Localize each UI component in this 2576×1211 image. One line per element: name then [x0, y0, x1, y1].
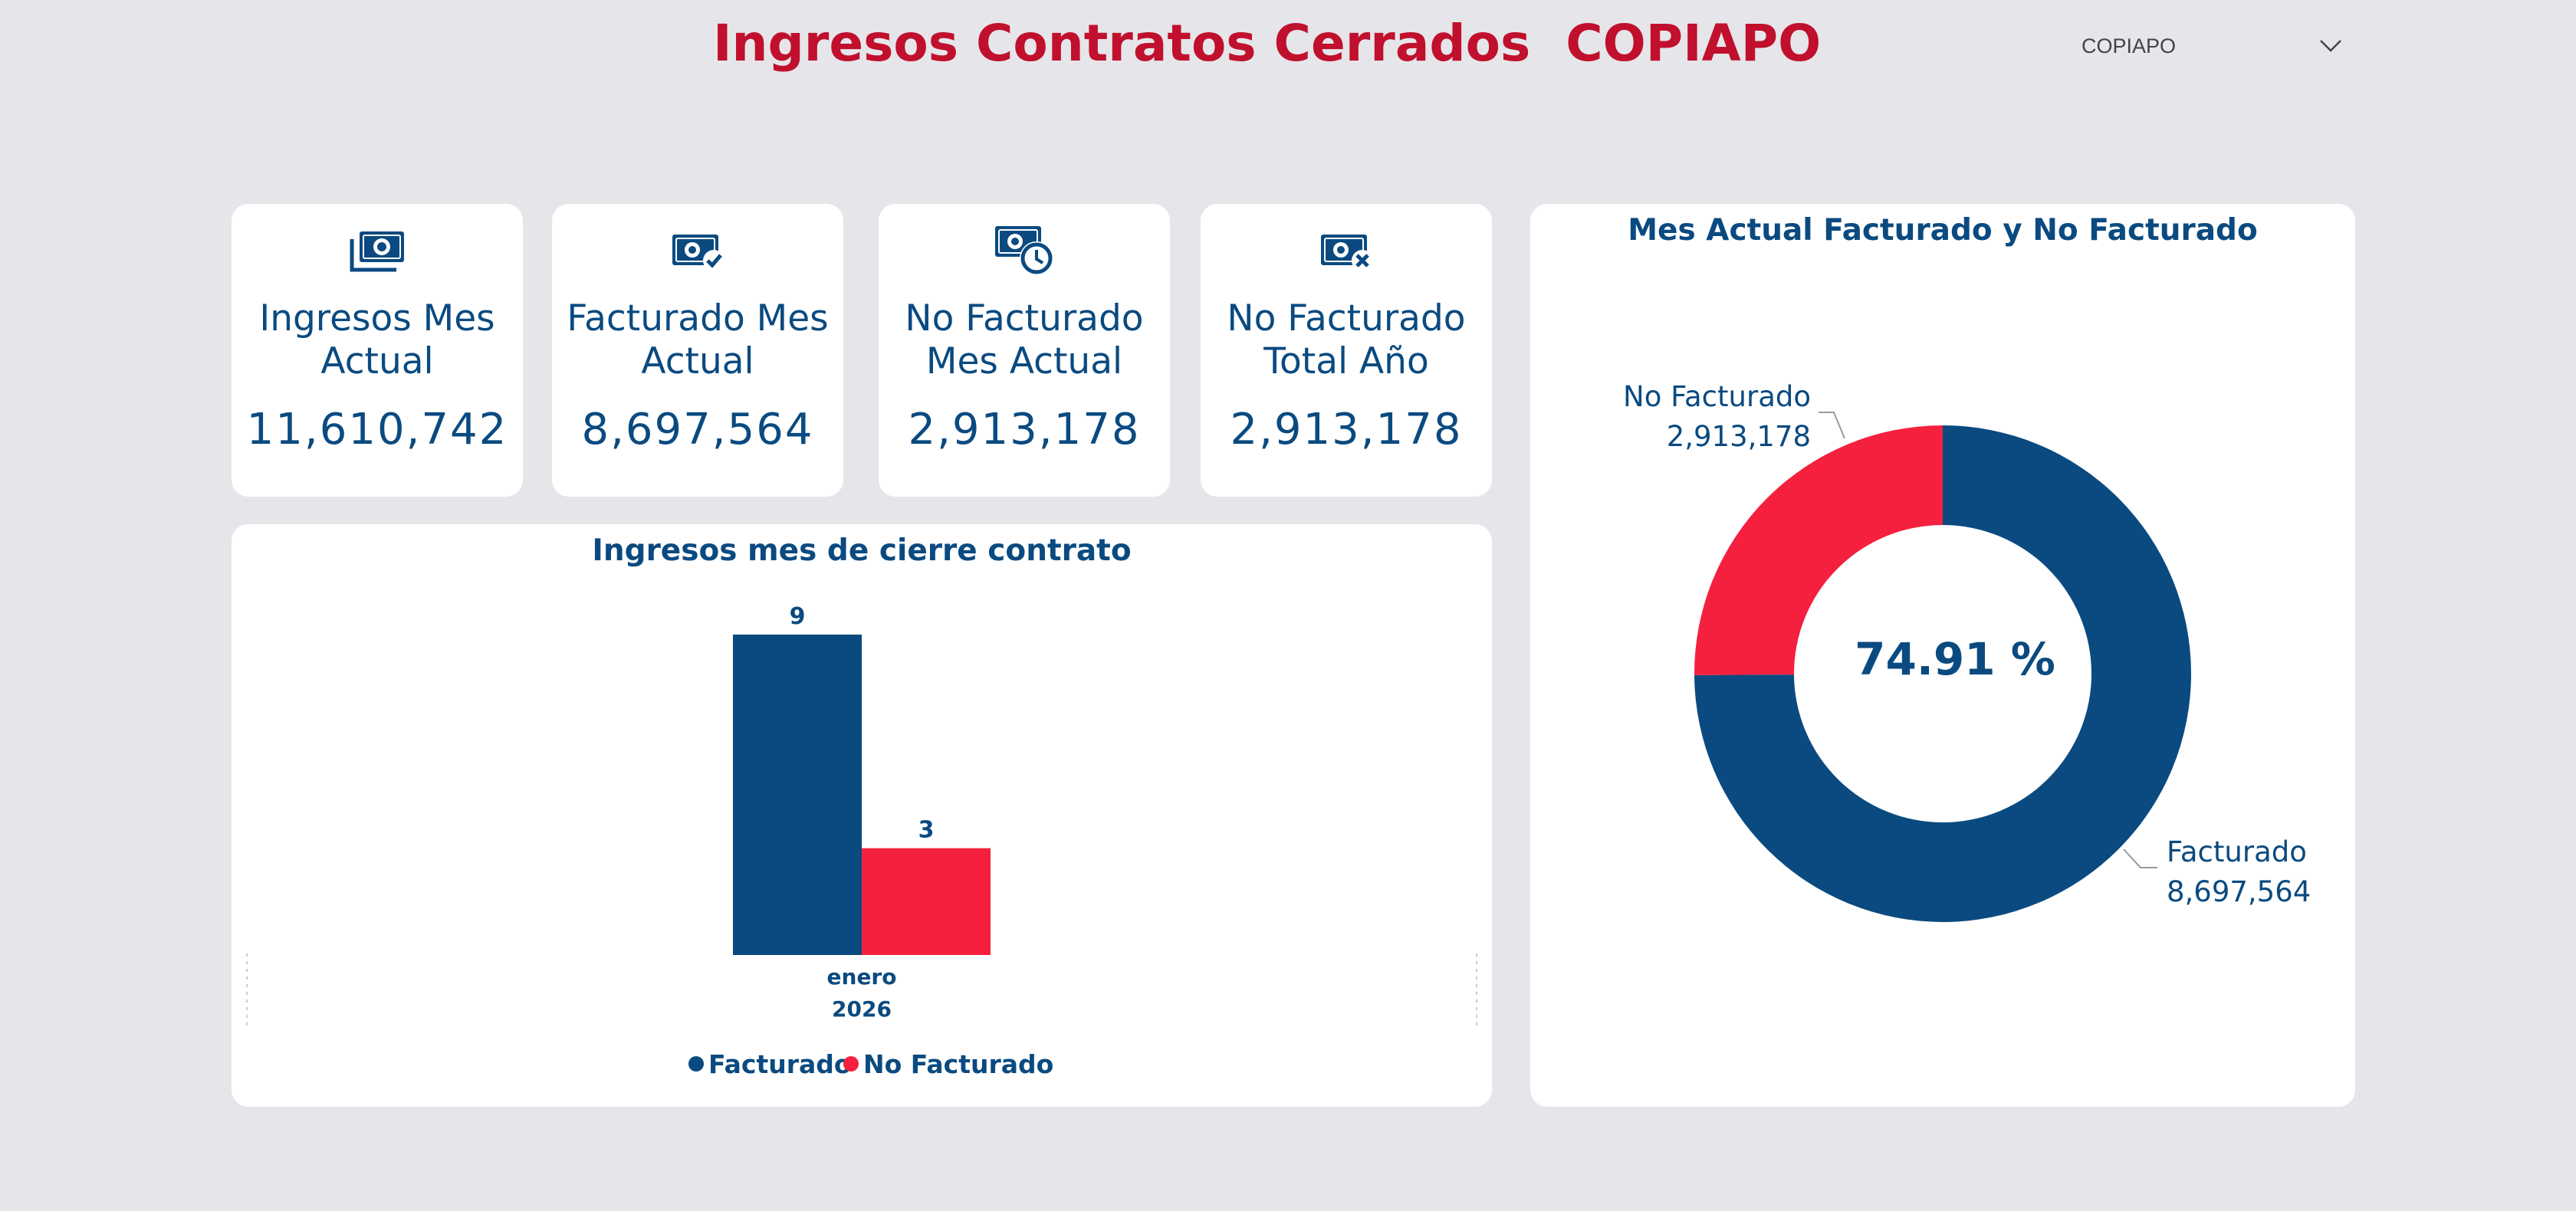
bar-chart-title: Ingresos mes de cierre contrato: [592, 533, 1132, 568]
legend-item-no-facturado[interactable]: No Facturado: [843, 1049, 1053, 1079]
slice-label-facturado-name: Facturado: [2167, 835, 2307, 868]
donut-chart-title: Mes Actual Facturado y No Facturado: [1628, 213, 2258, 248]
bar-no-facturado[interactable]: [862, 848, 991, 955]
x-tick-year: 2026: [832, 996, 892, 1022]
bar-chart-card[interactable]: Ingresos mes de cierre contrato 9 3 ener…: [232, 524, 1492, 1107]
donut-chart-card[interactable]: Mes Actual Facturado y No Facturado No F…: [1530, 204, 2355, 1107]
bar-facturado[interactable]: [733, 634, 862, 955]
kpi-value: 2,913,178: [908, 405, 1141, 455]
city-slicer-dropdown[interactable]: COPIAPO: [2082, 26, 2342, 66]
cash-x-icon: [1318, 219, 1375, 284]
slice-label-no-facturado-value: 2,913,178: [1667, 420, 1811, 453]
leader-line-facturado: [2123, 848, 2157, 868]
kpi-card-no-facturado-mes-actual[interactable]: No Facturado Mes Actual 2,913,178: [879, 204, 1170, 497]
bar-chart: 9 3 enero 2026 Facturado No Facturado: [246, 603, 1477, 1079]
kpi-card-facturado-mes-actual[interactable]: Facturado Mes Actual 8,697,564: [552, 204, 843, 497]
kpi-label: Ingresos Mes Actual: [259, 297, 495, 382]
donut-slice-facturado[interactable]: [1694, 425, 2191, 922]
slice-label-no-facturado-name: No Facturado: [1623, 380, 1811, 413]
kpi-value: 11,610,742: [246, 405, 508, 455]
kpi-card-no-facturado-total-ano[interactable]: No Facturado Total Año 2,913,178: [1201, 204, 1492, 497]
donut-center-percentage: 74.91 %: [1855, 633, 2055, 685]
cash-clock-icon: [992, 219, 1056, 284]
kpi-card-ingresos-mes-actual[interactable]: Ingresos Mes Actual 11,610,742: [232, 204, 523, 497]
cash-check-icon: [669, 219, 726, 284]
slice-label-facturado-value: 8,697,564: [2167, 875, 2311, 908]
page-title: Ingresos Contratos Cerrados COPIAPO: [713, 14, 1822, 73]
data-label-no-facturado: 3: [918, 817, 935, 844]
legend-label-facturado: Facturado: [708, 1049, 852, 1079]
kpi-label: No Facturado Mes Actual: [905, 297, 1144, 382]
kpi-value: 2,913,178: [1230, 405, 1463, 455]
slicer-selected-value: COPIAPO: [2082, 34, 2177, 57]
kpi-value: 8,697,564: [581, 405, 814, 455]
donut-slice-no-facturado[interactable]: [1694, 425, 1943, 675]
legend-label-no-facturado: No Facturado: [863, 1049, 1053, 1079]
x-tick-month: enero: [827, 964, 897, 989]
cash-stack-icon: [349, 219, 406, 284]
chevron-down-icon: [2319, 39, 2342, 53]
data-label-facturado: 9: [790, 603, 806, 630]
donut-chart: No Facturado 2,913,178 Facturado 8,697,5…: [1623, 380, 2311, 922]
kpi-label: No Facturado Total Año: [1227, 297, 1466, 382]
kpi-label: Facturado Mes Actual: [567, 297, 829, 382]
legend-item-facturado[interactable]: Facturado: [688, 1049, 852, 1079]
legend-marker-facturado: [688, 1056, 704, 1072]
legend-marker-no-facturado: [843, 1056, 859, 1072]
leader-line-no-facturado: [1819, 412, 1845, 439]
